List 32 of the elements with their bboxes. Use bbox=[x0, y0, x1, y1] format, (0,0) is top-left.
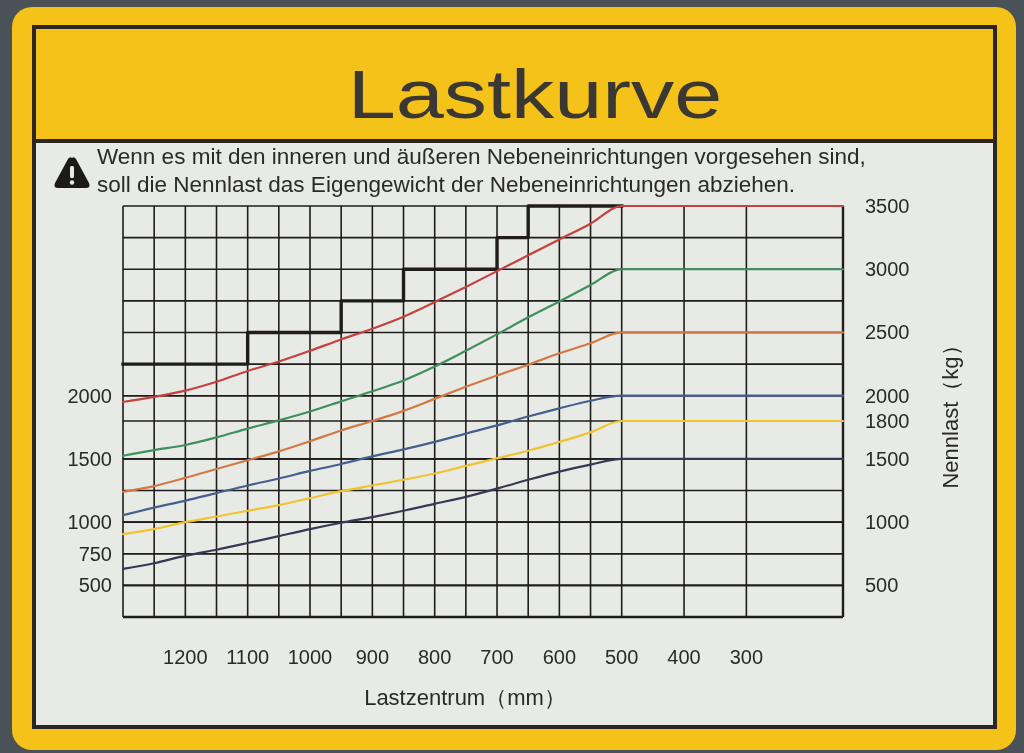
line-series bbox=[121, 331, 845, 493]
chart-subtitle: Wenn es mit den inneren und äußeren Nebeneinrichtungen vorgesehen sind, soll die Nennlast das Eigengewicht der Nebeneinrichtungen abziehen. bbox=[97, 144, 866, 197]
y2-tick-label: 2000 bbox=[865, 384, 910, 407]
y2-axis-title: Nennlast（kg） bbox=[938, 334, 963, 489]
x-tick-label: 600 bbox=[542, 646, 577, 668]
y2-tick-label: 3500 bbox=[865, 195, 910, 217]
x-axis-title: Lastzentrum（mm） bbox=[364, 685, 566, 710]
line-series bbox=[121, 419, 845, 536]
y2-tick-label: 2500 bbox=[865, 321, 910, 344]
x-tick-label: 900 bbox=[355, 646, 390, 668]
x-tick-label: 500 bbox=[605, 646, 639, 668]
x-tick-label: 1000 bbox=[287, 646, 333, 668]
line-series bbox=[121, 457, 845, 571]
y-tick-label: 1000 bbox=[67, 511, 112, 534]
x-tick-label: 400 bbox=[667, 646, 701, 668]
line-series bbox=[121, 394, 845, 517]
y2-tick-label: 1500 bbox=[865, 447, 910, 470]
y2-tick-label: 3000 bbox=[865, 258, 910, 281]
y-tick-label: 500 bbox=[78, 574, 112, 597]
x-tick-label: 700 bbox=[480, 646, 514, 668]
x-tick-label: 1100 bbox=[226, 646, 270, 668]
x-tick-label: 1200 bbox=[163, 646, 208, 668]
y-tick-label: 2000 bbox=[67, 384, 112, 407]
x-tick-label: 800 bbox=[418, 646, 452, 668]
line-series bbox=[121, 268, 845, 457]
y-tick-label: 1500 bbox=[67, 447, 112, 470]
x-tick-label: 300 bbox=[729, 646, 764, 668]
chart-title: Lastkurve bbox=[347, 56, 723, 132]
y2-tick-label: 1000 bbox=[865, 511, 910, 534]
y-tick-label: 750 bbox=[78, 542, 112, 565]
y2-tick-label: 1800 bbox=[865, 409, 910, 432]
y2-tick-label: 500 bbox=[865, 574, 899, 597]
